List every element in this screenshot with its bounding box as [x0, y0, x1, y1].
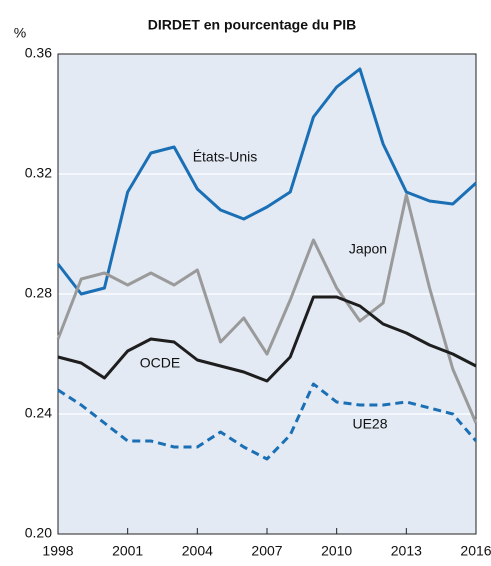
x-tick-label: 2007 [251, 543, 282, 559]
y-axis-label: % [14, 25, 26, 41]
x-tick-label: 2004 [182, 543, 213, 559]
series-line [57, 295, 477, 383]
x-tick-label: 1998 [42, 543, 73, 559]
series-label: UE28 [352, 416, 387, 432]
series-label: Japon [349, 241, 387, 257]
series-label: OCDE [140, 355, 180, 371]
series-line [57, 382, 478, 461]
series-label: États-Unis [193, 149, 258, 165]
y-tick-label: 0.32 [25, 165, 52, 181]
y-tick-label: 0.28 [25, 285, 52, 301]
y-tick-label: 0.36 [25, 45, 52, 61]
chart-title: DIRDET en pourcentage du PIB [148, 17, 356, 33]
x-tick-label: 2013 [391, 543, 422, 559]
x-tick-label: 2010 [321, 543, 352, 559]
plot-border [57, 53, 477, 535]
x-tick-label: 2001 [112, 543, 143, 559]
x-tick-label: 2016 [460, 543, 491, 559]
y-tick-label: 0.24 [25, 405, 52, 421]
y-tick-label: 0.20 [25, 525, 52, 541]
series-line [56, 193, 478, 424]
series-line [56, 67, 478, 296]
